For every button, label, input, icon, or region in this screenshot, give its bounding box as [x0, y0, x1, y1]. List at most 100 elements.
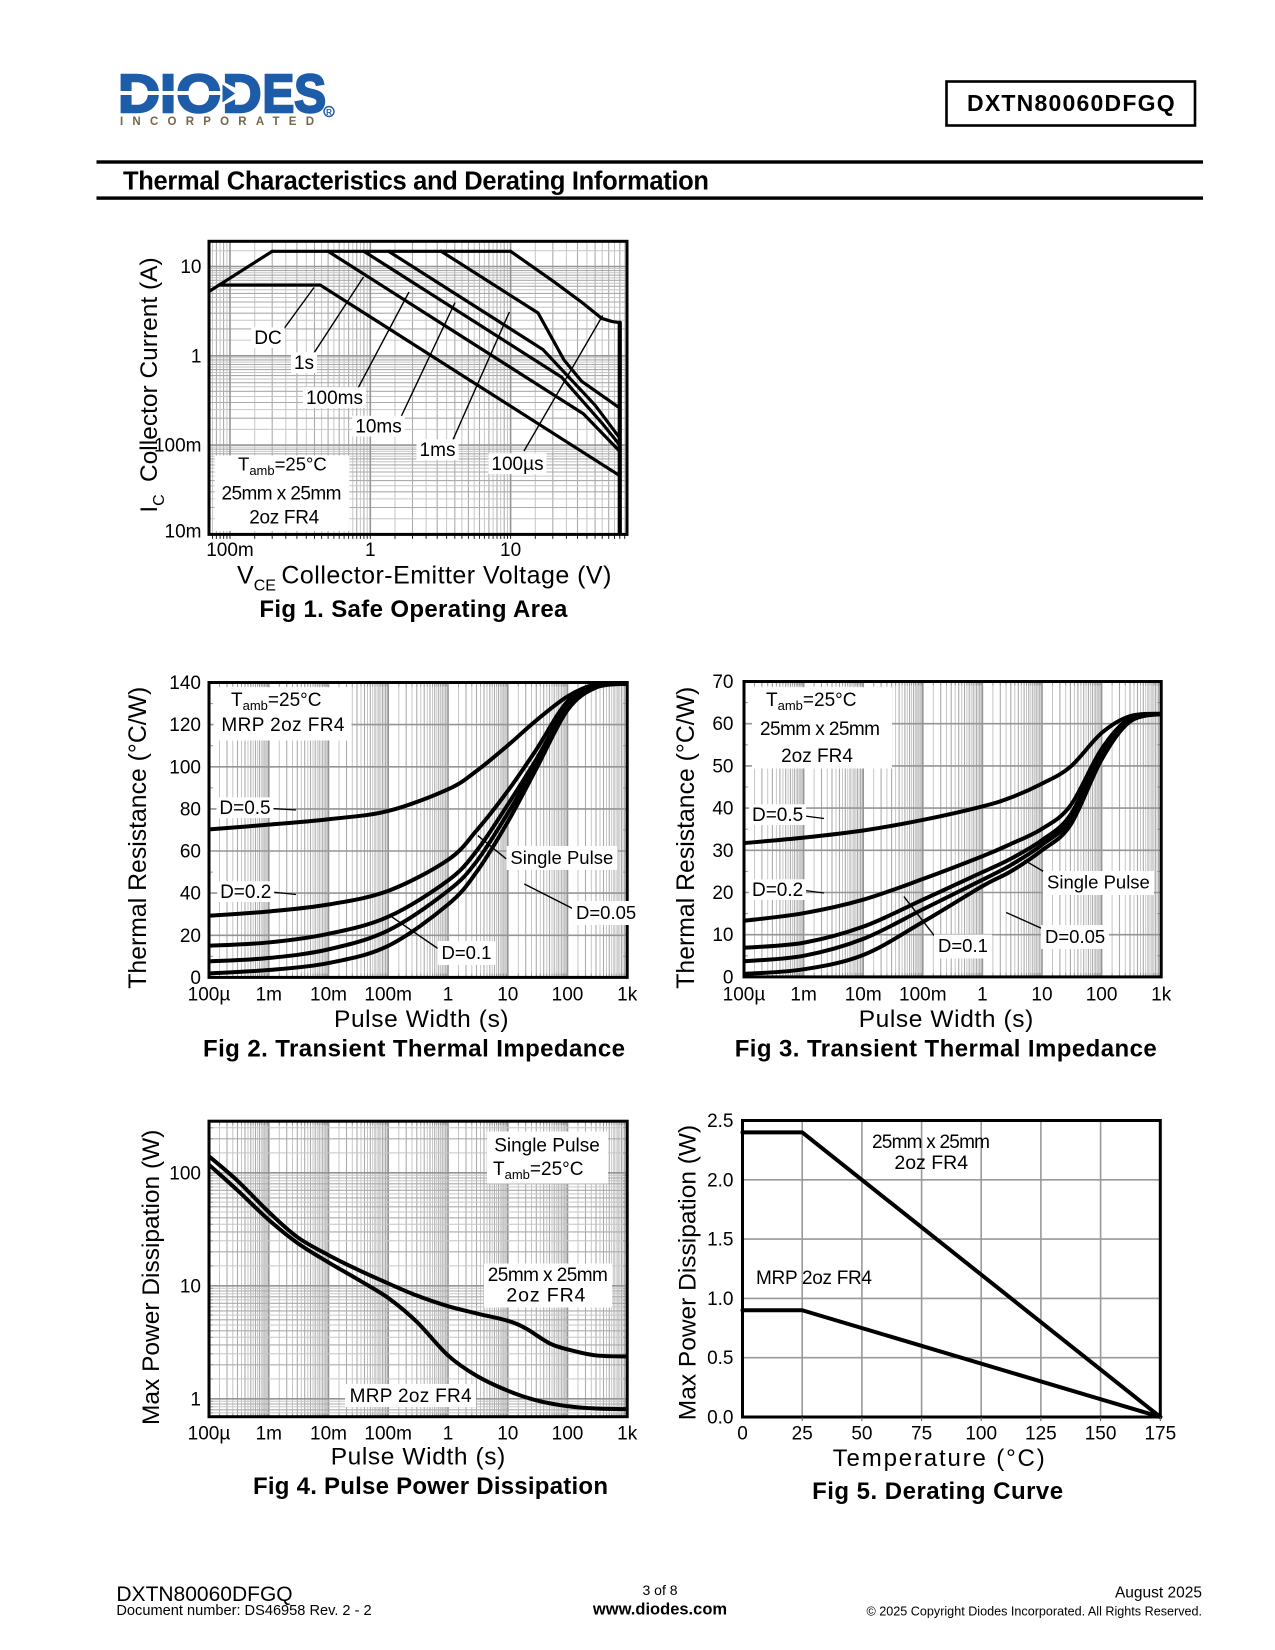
svg-text:10: 10 [497, 984, 518, 1005]
svg-text:Document number: DS46958 Rev.: Document number: DS46958 Rev. 2 - 2 [116, 1603, 371, 1619]
svg-text:120: 120 [169, 715, 201, 736]
svg-text:DXTN80060DFGQ: DXTN80060DFGQ [967, 90, 1175, 116]
svg-text:80: 80 [180, 799, 201, 820]
svg-text:1m: 1m [256, 984, 282, 1005]
svg-text:10m: 10m [310, 984, 347, 1005]
svg-text:10: 10 [500, 540, 521, 561]
svg-text:Single Pulse: Single Pulse [510, 847, 613, 868]
svg-text:20: 20 [712, 883, 733, 904]
svg-text:Fig 4. Pulse Power Dissipation: Fig 4. Pulse Power Dissipation [253, 1473, 608, 1500]
svg-text:140: 140 [169, 673, 201, 694]
svg-text:MRP 2oz FR4: MRP 2oz FR4 [756, 1268, 872, 1289]
svg-text:25mm x 25mm: 25mm x 25mm [488, 1265, 608, 1286]
svg-text:10: 10 [180, 257, 201, 278]
svg-text:100µ: 100µ [188, 984, 231, 1005]
svg-text:10: 10 [712, 925, 733, 946]
svg-text:1: 1 [365, 540, 376, 561]
svg-text:40: 40 [180, 884, 201, 905]
svg-text:MRP 2oz FR4: MRP 2oz FR4 [350, 1386, 472, 1407]
svg-text:1m: 1m [790, 984, 816, 1005]
svg-text:R: R [326, 108, 332, 117]
svg-text:D=0.1: D=0.1 [938, 935, 988, 956]
svg-text:100: 100 [169, 1163, 201, 1184]
svg-text:1: 1 [191, 346, 202, 367]
svg-text:2oz FR4: 2oz FR4 [249, 508, 319, 529]
svg-text:1k: 1k [617, 1424, 638, 1445]
svg-text:1.0: 1.0 [707, 1289, 733, 1310]
svg-text:D=0.2: D=0.2 [752, 880, 803, 901]
svg-text:Single Pulse: Single Pulse [1047, 872, 1150, 893]
svg-text:100: 100 [169, 757, 201, 778]
svg-text:Thermal Characteristics and De: Thermal Characteristics and Derating Inf… [123, 168, 709, 196]
svg-text:0: 0 [723, 967, 734, 988]
svg-text:D=0.5: D=0.5 [752, 805, 803, 826]
svg-text:10: 10 [1031, 984, 1052, 1005]
svg-text:VCE: VCE [237, 562, 276, 595]
svg-text:1: 1 [443, 984, 454, 1005]
svg-text:DC: DC [254, 328, 281, 349]
svg-text:0.5: 0.5 [707, 1348, 733, 1369]
svg-text:100: 100 [1086, 984, 1118, 1005]
svg-text:70: 70 [712, 672, 733, 693]
svg-text:IC Collector Current (A): IC Collector Current (A) [136, 257, 168, 512]
svg-text:D=0.05: D=0.05 [1045, 926, 1105, 947]
svg-text:50: 50 [712, 756, 733, 777]
svg-text:1.5: 1.5 [707, 1230, 733, 1251]
svg-text:1: 1 [190, 1389, 201, 1410]
svg-text:Collector-Emitter Voltage (V): Collector-Emitter Voltage (V) [281, 562, 611, 590]
svg-text:100m: 100m [364, 984, 412, 1005]
svg-text:100µ: 100µ [188, 1424, 231, 1445]
svg-text:175: 175 [1144, 1424, 1176, 1445]
svg-text:10m: 10m [310, 1424, 347, 1445]
svg-text:25mm x 25mm: 25mm x 25mm [760, 719, 880, 740]
svg-text:10m: 10m [165, 522, 202, 543]
svg-text:ES: ES [263, 64, 327, 124]
svg-text:50: 50 [851, 1424, 872, 1445]
svg-text:0.0: 0.0 [707, 1408, 733, 1429]
svg-text:Max Power Dissipation (W): Max Power Dissipation (W) [675, 1125, 702, 1420]
svg-text:Single Pulse: Single Pulse [494, 1135, 600, 1156]
svg-text:1: 1 [977, 984, 988, 1005]
svg-text:60: 60 [712, 714, 733, 735]
svg-text:100m: 100m [154, 436, 202, 457]
svg-text:100: 100 [552, 984, 584, 1005]
svg-text:30: 30 [712, 841, 733, 862]
svg-text:2oz FR4: 2oz FR4 [894, 1152, 968, 1174]
svg-text:100m: 100m [899, 984, 947, 1005]
svg-text:100: 100 [965, 1424, 997, 1445]
svg-text:2oz FR4: 2oz FR4 [781, 746, 853, 767]
svg-text:40: 40 [712, 799, 733, 820]
svg-text:D=0.2: D=0.2 [220, 882, 271, 903]
svg-text:100µ: 100µ [723, 984, 766, 1005]
svg-text:150: 150 [1085, 1424, 1117, 1445]
svg-text:Thermal Resistance (°C/W): Thermal Resistance (°C/W) [125, 687, 152, 989]
svg-text:© 2025 Copyright Diodes Incorp: © 2025 Copyright Diodes Incorporated. Al… [867, 1604, 1203, 1618]
svg-text:Fig 5. Derating Curve: Fig 5. Derating Curve [812, 1478, 1063, 1505]
svg-text:1k: 1k [1151, 984, 1172, 1005]
svg-text:www.diodes.com: www.diodes.com [592, 1601, 727, 1619]
svg-text:100ms: 100ms [306, 388, 363, 409]
svg-text:INCORPORATED: INCORPORATED [120, 116, 320, 128]
svg-text:Temperature (°C): Temperature (°C) [833, 1445, 1045, 1472]
svg-text:75: 75 [911, 1424, 932, 1445]
svg-text:10m: 10m [845, 984, 882, 1005]
svg-text:25mm x 25mm: 25mm x 25mm [872, 1132, 990, 1153]
svg-text:Pulse Width (s): Pulse Width (s) [334, 1006, 509, 1033]
svg-text:25: 25 [792, 1424, 813, 1445]
svg-text:Fig 3. Transient Thermal Imped: Fig 3. Transient Thermal Impedance [735, 1036, 1157, 1063]
svg-text:Pulse Width (s): Pulse Width (s) [331, 1444, 506, 1471]
svg-text:1k: 1k [617, 984, 638, 1005]
svg-text:August 2025: August 2025 [1115, 1585, 1202, 1602]
svg-text:Thermal Resistance (°C/W): Thermal Resistance (°C/W) [673, 687, 700, 989]
svg-text:MRP 2oz FR4: MRP 2oz FR4 [221, 715, 344, 736]
svg-text:125: 125 [1025, 1424, 1057, 1445]
svg-text:10: 10 [497, 1424, 518, 1445]
svg-text:100m: 100m [364, 1424, 412, 1445]
svg-text:10: 10 [180, 1276, 201, 1297]
svg-text:D=0.5: D=0.5 [219, 798, 270, 819]
svg-text:1m: 1m [256, 1424, 282, 1445]
svg-text:Fig 1. Safe Operating Area: Fig 1. Safe Operating Area [259, 596, 568, 623]
svg-text:100µs: 100µs [491, 454, 543, 475]
svg-text:Pulse Width (s): Pulse Width (s) [859, 1006, 1034, 1033]
svg-text:0: 0 [190, 968, 201, 989]
